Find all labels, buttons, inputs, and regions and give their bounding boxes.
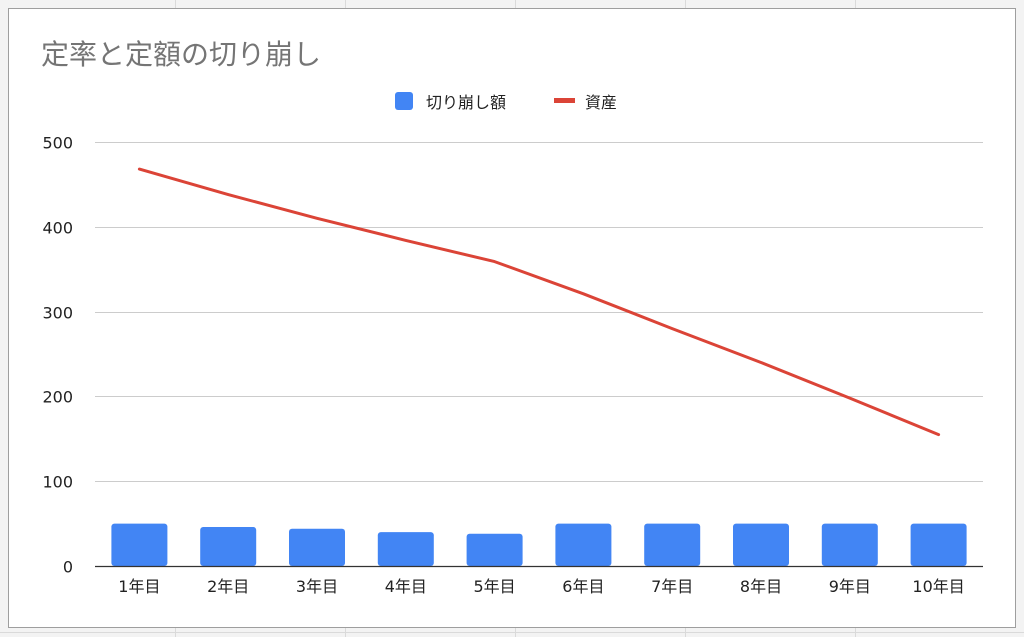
asset-line[interactable] [137, 167, 941, 437]
combo-chart: 定率と定額の切り崩し 切り崩し額 資産 0 100 200 300 400 500 1年目… [41, 38, 983, 596]
chart-title: 定率と定額の切り崩し [41, 38, 321, 71]
y-tick-label: 100 [42, 473, 73, 492]
y-tick-label: 400 [42, 219, 73, 238]
bar[interactable] [733, 523, 789, 566]
legend-swatch-line [554, 98, 575, 103]
x-tick-label: 2年目 [207, 577, 249, 596]
y-tick-label: 0 [63, 558, 73, 577]
bar-series [111, 523, 967, 566]
x-tick-label: 1年目 [118, 577, 160, 596]
line-point[interactable] [577, 288, 589, 300]
line-series [133, 163, 945, 441]
gridlines [95, 142, 983, 482]
x-tick-label: 8年目 [740, 577, 782, 596]
bar[interactable] [821, 523, 878, 566]
legend-item-bar[interactable]: 切り崩し額 [395, 92, 506, 112]
legend-swatch-bar [395, 92, 413, 110]
y-axis: 0 100 200 300 400 500 [42, 134, 73, 577]
line-point[interactable] [933, 429, 945, 441]
line-point[interactable] [400, 234, 412, 246]
line-point[interactable] [666, 323, 678, 335]
bar[interactable] [910, 523, 967, 566]
bar[interactable] [466, 533, 523, 566]
y-tick-label: 500 [42, 134, 73, 153]
chart-container[interactable]: 定率と定額の切り崩し 切り崩し額 資産 0 100 200 300 400 500 1年目… [8, 8, 1016, 628]
legend-label-bar: 切り崩し額 [426, 93, 506, 112]
legend-label-line: 資産 [585, 93, 617, 112]
bar[interactable] [200, 526, 257, 566]
legend: 切り崩し額 資産 [395, 92, 617, 112]
bar[interactable] [289, 528, 345, 566]
x-tick-label: 7年目 [651, 577, 693, 596]
x-tick-label: 6年目 [562, 577, 604, 596]
x-tick-label: 4年目 [385, 577, 427, 596]
x-tick-label: 5年目 [474, 577, 516, 596]
legend-item-line[interactable]: 資産 [554, 93, 617, 112]
x-tick-label: 9年目 [829, 577, 871, 596]
line-point[interactable] [133, 163, 145, 175]
line-point[interactable] [489, 256, 501, 268]
line-point[interactable] [222, 189, 234, 201]
y-tick-label: 200 [42, 388, 73, 407]
bar[interactable] [644, 523, 701, 566]
bar[interactable] [111, 523, 168, 566]
line-point[interactable] [311, 212, 323, 224]
x-tick-label: 3年目 [296, 577, 338, 596]
y-tick-label: 300 [42, 304, 73, 323]
bar[interactable] [555, 523, 612, 566]
x-axis: 1年目 2年目 3年目 4年目 5年目 6年目 7年目 8年目 9年目 10年目 [95, 565, 983, 596]
line-point[interactable] [844, 392, 856, 404]
bar[interactable] [377, 532, 434, 566]
line-point[interactable] [755, 356, 767, 368]
x-tick-label: 10年目 [912, 577, 964, 596]
